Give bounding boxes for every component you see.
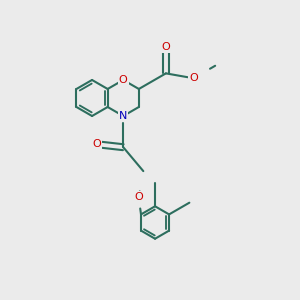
Text: O: O	[134, 192, 143, 202]
Text: O: O	[189, 73, 198, 83]
Text: O: O	[119, 75, 128, 85]
Text: N: N	[119, 111, 128, 121]
Text: O: O	[92, 139, 101, 149]
Text: O: O	[161, 42, 170, 52]
